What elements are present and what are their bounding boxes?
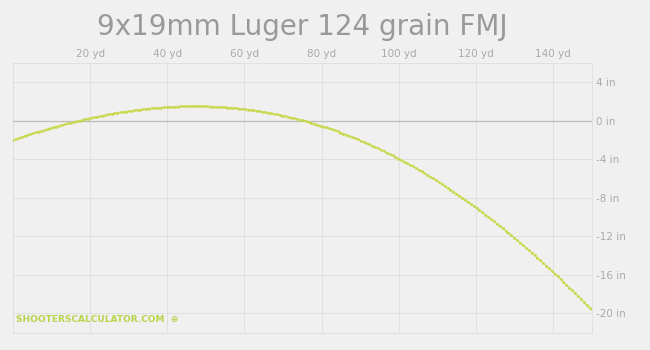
Title: 9x19mm Luger 124 grain FMJ: 9x19mm Luger 124 grain FMJ	[97, 13, 508, 41]
Text: SHOOTERSCALCULATOR.COM  ⊕: SHOOTERSCALCULATOR.COM ⊕	[16, 315, 178, 324]
